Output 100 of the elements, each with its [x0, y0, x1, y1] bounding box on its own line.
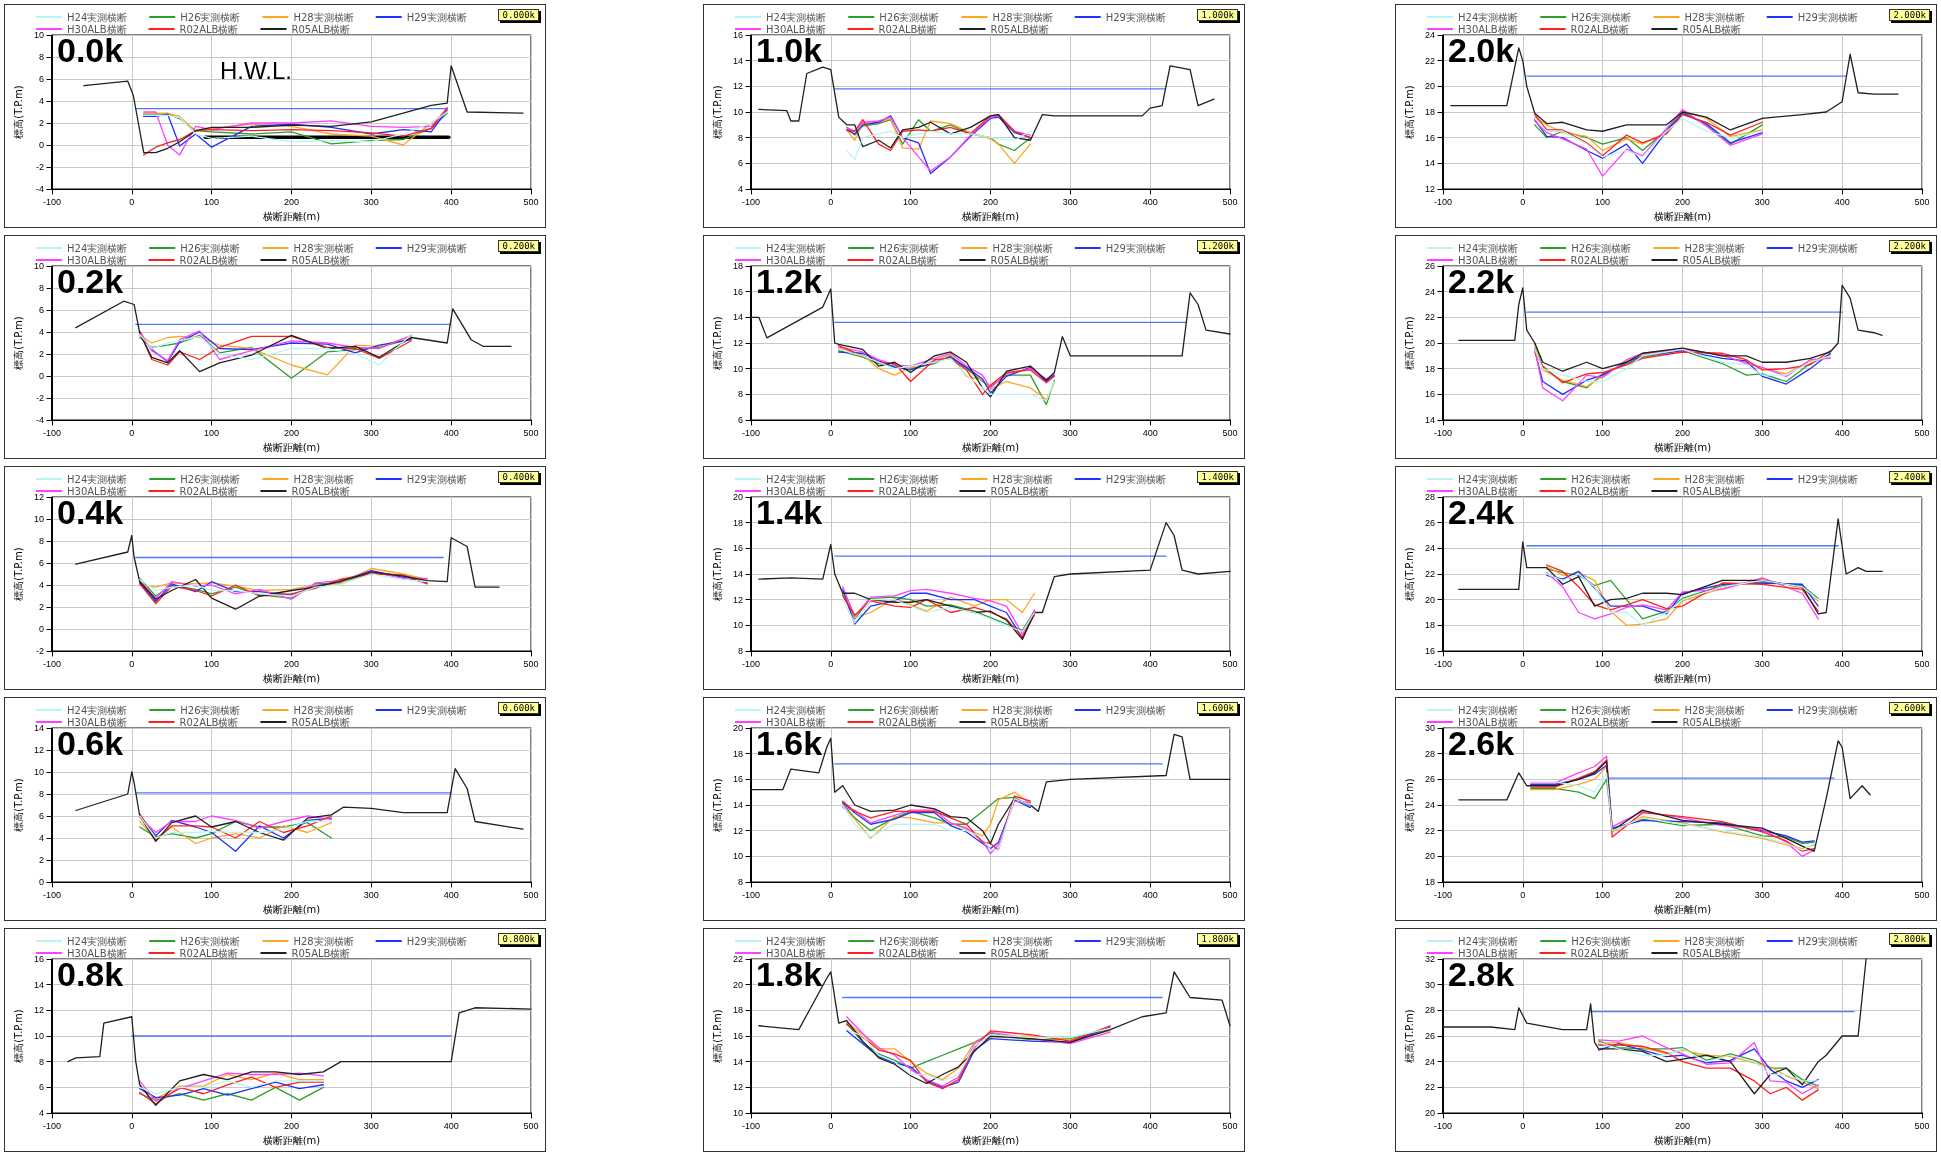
y-tick-label: 22	[1424, 55, 1435, 66]
x-tick-label: 0	[1520, 427, 1526, 438]
x-tick-label: 400	[443, 889, 459, 900]
legend-label: H28実測横断	[293, 242, 354, 254]
line-series	[838, 344, 1055, 395]
x-tick-label: 500	[523, 196, 539, 207]
y-tick-label: 10	[732, 363, 743, 374]
y-tick-label: 24	[1424, 30, 1435, 40]
x-tick-label: 300	[1062, 196, 1078, 207]
y-tick-label: 4	[737, 184, 743, 194]
legend-label: R02ALB横断	[878, 485, 938, 497]
x-tick-label: 300	[363, 889, 379, 900]
x-tick-label: 100	[1595, 1120, 1611, 1131]
line-series	[1597, 1035, 1819, 1095]
y-axis-title: 標高(T.P.m)	[711, 1009, 723, 1063]
y-axis-title: 標高(T.P.m)	[711, 778, 723, 832]
x-tick-label: 100	[903, 1120, 919, 1131]
x-tick-label: 500	[1914, 196, 1930, 207]
y-tick-label: 2	[38, 118, 44, 128]
text: 0.400k	[498, 471, 539, 483]
legend-label: H24実測横断	[67, 704, 128, 716]
y-tick-label: 14	[1424, 158, 1435, 169]
x-tick-label: 500	[523, 427, 539, 438]
legend-label: R05ALB横断	[990, 716, 1050, 728]
x-axis-title: 横断距離(m)	[961, 1134, 1020, 1146]
line-series	[1546, 564, 1819, 612]
line-series	[75, 768, 524, 842]
legend-label: H26実測横断	[180, 473, 241, 485]
x-tick-label: 100	[903, 658, 919, 669]
x-tick-label: 100	[903, 196, 919, 207]
line-series	[1534, 112, 1763, 164]
x-axis-title: 横断距離(m)	[961, 672, 1020, 684]
x-tick-label: 400	[1142, 1120, 1158, 1131]
y-tick-label: 8	[737, 132, 743, 143]
y-tick-label: 6	[38, 74, 44, 84]
y-tick-label: -4	[35, 184, 44, 194]
y-tick-label: 14	[33, 979, 44, 990]
legend-label: H29実測横断	[1105, 935, 1166, 947]
y-tick-label: 26	[1424, 261, 1435, 271]
line-series	[842, 593, 1036, 632]
x-tick-label: 100	[903, 889, 919, 900]
x-tick-label: -100	[1433, 427, 1452, 438]
y-tick-label: 8	[38, 283, 44, 293]
legend-label: H24実測横断	[766, 242, 827, 254]
x-tick-label: 500	[1914, 1120, 1930, 1131]
legend-label: H29実測横断	[1105, 242, 1166, 254]
legend-label: H29実測横断	[406, 11, 467, 23]
x-tick-label: 500	[1914, 658, 1930, 669]
y-tick-label: 24	[1424, 286, 1435, 297]
legend-label: R02ALB横断	[878, 23, 938, 35]
legend-label: H26実測横断	[180, 242, 241, 254]
y-tick-label: 14	[732, 1056, 743, 1067]
y-tick-label: 0	[38, 371, 44, 381]
y-tick-label: 4	[38, 580, 44, 590]
text: 1.600k	[1197, 702, 1238, 714]
x-tick-label: 100	[1595, 889, 1611, 900]
line-series	[846, 119, 1032, 152]
x-tick-label: -100	[741, 196, 760, 207]
y-tick-label: 20	[732, 723, 743, 733]
y-tick-label: 6	[737, 415, 743, 425]
line-series	[67, 1007, 532, 1106]
line-series	[758, 65, 1215, 149]
legend-label: H28実測横断	[1684, 473, 1745, 485]
x-tick-label: 100	[204, 1120, 220, 1131]
y-tick-label: 8	[38, 1056, 44, 1067]
x-tick-label: 400	[1834, 196, 1850, 207]
legend-label: R05ALB横断	[1682, 23, 1742, 35]
line-series	[75, 534, 500, 610]
x-axis-title: 横断距離(m)	[1653, 441, 1712, 453]
x-tick-label: 200	[982, 427, 998, 438]
y-tick-label: 6	[38, 811, 44, 821]
text: 2.600k	[1889, 702, 1930, 714]
text: 1.800k	[1197, 933, 1238, 945]
y-tick-label: 10	[33, 30, 44, 40]
y-tick-label: 10	[732, 620, 743, 631]
y-tick-label: 12	[732, 825, 743, 836]
legend-label: H29実測横断	[406, 935, 467, 947]
y-tick-label: 20	[1424, 851, 1435, 862]
x-tick-label: 300	[1062, 1120, 1078, 1131]
y-tick-label: 16	[732, 286, 743, 297]
legend-label: R02ALB横断	[1570, 947, 1630, 959]
x-tick-label: -100	[42, 427, 61, 438]
y-axis-title: 標高(T.P.m)	[1403, 547, 1415, 601]
line-series	[842, 796, 1032, 832]
y-axis-title: 標高(T.P.m)	[12, 1009, 24, 1063]
y-tick-label: 20	[1424, 81, 1435, 92]
x-tick-label: -100	[42, 196, 61, 207]
legend-label: H26実測横断	[1571, 935, 1632, 947]
y-tick-label: 24	[1424, 1056, 1435, 1067]
y-tick-label: 2	[38, 855, 44, 865]
line-series	[750, 733, 1231, 845]
line-series	[842, 591, 1036, 619]
y-tick-label: 4	[38, 1108, 44, 1118]
legend-label: R05ALB横断	[1682, 716, 1742, 728]
y-axis-title: 標高(T.P.m)	[711, 316, 723, 370]
x-tick-label: -100	[741, 1120, 760, 1131]
legend-label: R05ALB横断	[291, 716, 351, 728]
x-tick-label: 100	[1595, 658, 1611, 669]
legend-label: H29実測横断	[1105, 473, 1166, 485]
line-series	[139, 820, 333, 839]
